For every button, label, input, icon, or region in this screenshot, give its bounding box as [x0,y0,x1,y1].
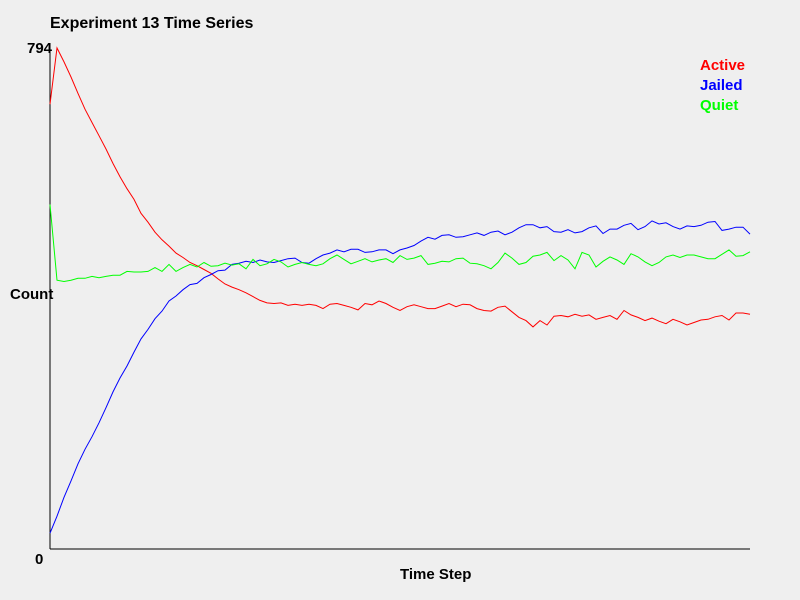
y-axis-label: Count [10,286,54,303]
x-axis-label: Time Step [400,566,472,583]
legend-item-jailed: Jailed [700,77,743,94]
legend: Active Jailed Quiet [700,56,745,116]
legend-item-quiet: Quiet [700,97,739,114]
series-layer [49,46,751,534]
series-line-active [49,46,751,328]
legend-item-active: Active [700,57,746,74]
series-line-quiet [49,204,751,283]
y-tick-min: 0 [35,551,44,568]
y-tick-max: 794 [27,40,53,57]
series-line-jailed [49,220,751,534]
chart-title: Experiment 13 Time Series [50,15,254,32]
